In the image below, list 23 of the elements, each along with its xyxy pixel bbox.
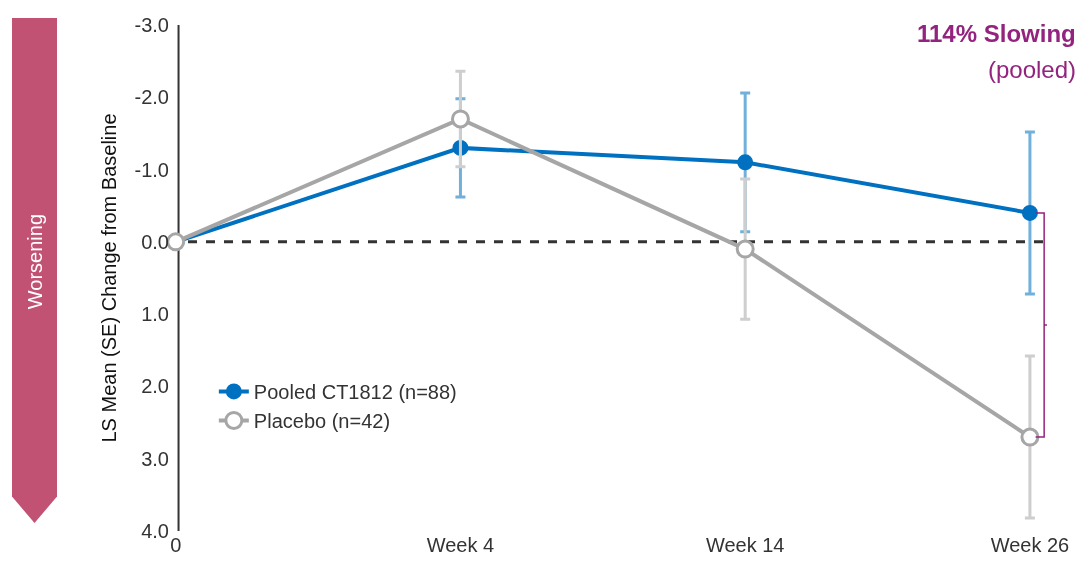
y-tick-label: -2.0 (134, 86, 169, 109)
point (1021, 204, 1038, 221)
annotation: (pooled) (988, 56, 1077, 83)
text: Worsening (23, 213, 46, 310)
legend-label: Pooled CT1812 (n=88) (253, 381, 457, 404)
x-tick-label: Week 26 (990, 534, 1070, 556)
annotation: 114% Slowing (917, 20, 1076, 47)
x-tick-label: 0 (170, 534, 182, 556)
y-tick-label: 1.0 (141, 303, 169, 326)
x-tick-label: Week 4 (426, 534, 495, 556)
y-tick-label: 0.0 (141, 230, 169, 253)
y-tick-label: -1.0 (134, 158, 169, 181)
y-tick-label: -3.0 (134, 14, 169, 36)
legend-label: Placebo (n=42) (253, 410, 391, 433)
y-tick-label: 3.0 (141, 447, 169, 470)
y-axis-title: LS Mean (SE) Change from Baseline (98, 113, 121, 443)
point (1020, 427, 1040, 447)
x-tick-label: Week 14 (705, 534, 785, 556)
point (450, 109, 470, 129)
y-tick-label: 4.0 (141, 520, 169, 542)
y-tick-label: 2.0 (141, 375, 169, 398)
point (735, 239, 755, 259)
point (737, 154, 754, 171)
